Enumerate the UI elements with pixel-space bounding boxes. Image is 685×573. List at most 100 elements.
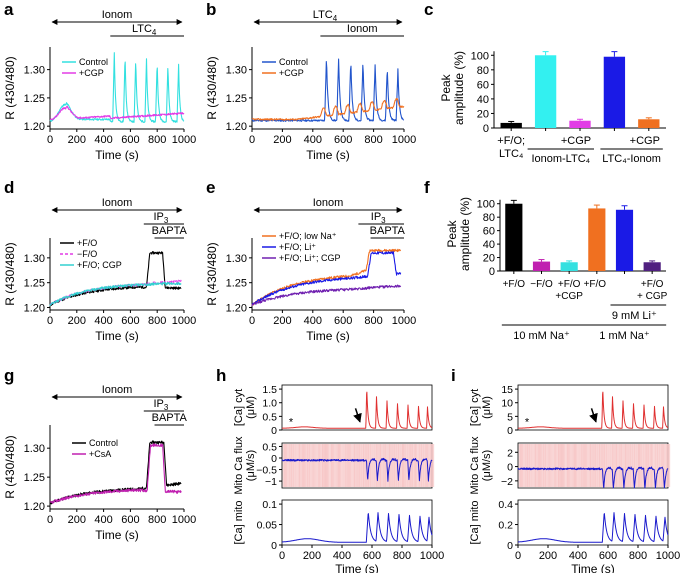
legend-entry: Control — [89, 438, 118, 448]
event-shade — [348, 444, 351, 487]
x-tick-label: 600 — [363, 550, 381, 562]
y-axis-label: [Ca] mito — [469, 500, 481, 544]
bar — [560, 262, 578, 271]
series-line — [517, 512, 669, 543]
event-shade — [563, 444, 566, 487]
event-shade — [343, 444, 347, 487]
event-shade — [634, 444, 637, 487]
x-tick-label: 200 — [68, 514, 86, 526]
event-shade — [357, 444, 361, 487]
y-tick-label: 1.30 — [226, 253, 247, 265]
treatment-label: LTC4 — [313, 9, 338, 23]
treatment-label-sub: 3 — [164, 216, 169, 225]
y-tick-label: 0.1 — [262, 499, 277, 511]
event-shade — [648, 444, 651, 487]
event-shade — [285, 444, 288, 487]
event-shade — [597, 444, 600, 487]
event-shade — [628, 444, 632, 487]
event-shade — [667, 444, 671, 487]
subplot: 0 0.51.0 1.5 [Ca] cyt (μM) * — [233, 384, 433, 437]
y-tick-label: 5 — [507, 411, 513, 423]
x-tick-label: 800 — [393, 550, 411, 562]
y-axis-label: [Ca] cyt — [233, 389, 245, 426]
series-line — [251, 58, 405, 122]
bar — [615, 209, 634, 271]
event-shade — [548, 444, 552, 487]
event-shade — [615, 444, 619, 487]
tick-label: +CGP — [555, 291, 583, 302]
treatment-label-sub: 4 — [152, 28, 157, 37]
event-shade — [302, 444, 305, 487]
event-shade — [589, 444, 593, 487]
event-shade — [653, 444, 657, 487]
x-axis-label: Time (s) — [306, 148, 350, 162]
y-axis-label: amplitude (%) — [458, 197, 472, 271]
event-shade — [610, 444, 614, 487]
treatment-label: BAPTA — [152, 225, 188, 237]
y-tick-label: 1.30 — [226, 65, 247, 77]
event-shade — [541, 444, 545, 487]
y-tick-label: 0 — [271, 540, 277, 552]
event-shade — [376, 444, 379, 487]
group-label: LTC₄-Ionom — [602, 153, 661, 165]
legend-entry: +CGP — [279, 68, 304, 78]
series-line — [49, 443, 182, 505]
x-tick-label: 800 — [148, 315, 166, 327]
event-shade — [345, 444, 348, 487]
event-shade — [404, 444, 408, 487]
x-tick-label: 0 — [249, 315, 255, 327]
event-shade — [394, 444, 397, 487]
y-axis-label: Peak — [439, 73, 453, 101]
event-shade — [547, 444, 550, 487]
event-shade — [318, 444, 321, 487]
event-shade — [558, 444, 561, 487]
treatment-label-sub: 4 — [333, 14, 338, 23]
event-shade — [638, 444, 642, 487]
event-shade — [292, 444, 296, 487]
treatment-label: Ionom — [347, 23, 378, 35]
y-axis-unit: (μM) — [481, 396, 493, 419]
event-shade — [636, 444, 639, 487]
event-shade — [331, 444, 334, 487]
event-shade — [556, 444, 560, 487]
series-line — [517, 466, 669, 489]
bar — [643, 262, 661, 271]
event-shade — [370, 444, 373, 487]
y-axis-label: Mito Ca flux — [469, 436, 481, 495]
x-axis-label: Time (s) — [571, 562, 615, 573]
x-tick-label: 200 — [273, 315, 291, 327]
event-shade — [361, 444, 364, 487]
event-shade — [664, 444, 668, 487]
y-axis-label: R (430/480) — [3, 56, 17, 119]
series-line — [49, 105, 185, 121]
panel-label-e: e — [206, 178, 216, 197]
event-shade — [666, 444, 669, 487]
event-shade — [657, 444, 660, 487]
legend-entry: +F/O; CGP — [77, 260, 122, 270]
x-axis-label: Time (s) — [306, 329, 350, 343]
event-shade — [612, 444, 615, 487]
treatment-label: IP3 — [371, 211, 386, 225]
y-axis-unit: (μM/s) — [481, 450, 493, 481]
bar — [500, 122, 522, 128]
event-shade — [581, 444, 584, 487]
treatment-label: BAPTA — [370, 225, 406, 237]
event-shade — [332, 444, 336, 487]
event-shade — [298, 444, 302, 487]
treatment-label-sub: 3 — [164, 403, 169, 412]
y-tick-label: 1.25 — [24, 93, 45, 105]
event-shade — [383, 444, 387, 487]
tick-label: +CGP — [630, 135, 660, 147]
event-shade — [595, 444, 598, 487]
y-tick-label: 0.5 — [262, 411, 277, 423]
event-shade — [341, 444, 345, 487]
tick-label: LTC₄ — [499, 148, 524, 160]
y-tick-label: 20 — [477, 108, 489, 120]
event-shade — [322, 444, 325, 487]
event-shade — [314, 444, 318, 487]
x-tick-label: 800 — [364, 315, 382, 327]
y-tick-label: 1.25 — [226, 278, 247, 290]
y-tick-label: 0.05 — [257, 520, 278, 532]
event-shade — [531, 444, 534, 487]
onset-arrow — [353, 408, 362, 423]
